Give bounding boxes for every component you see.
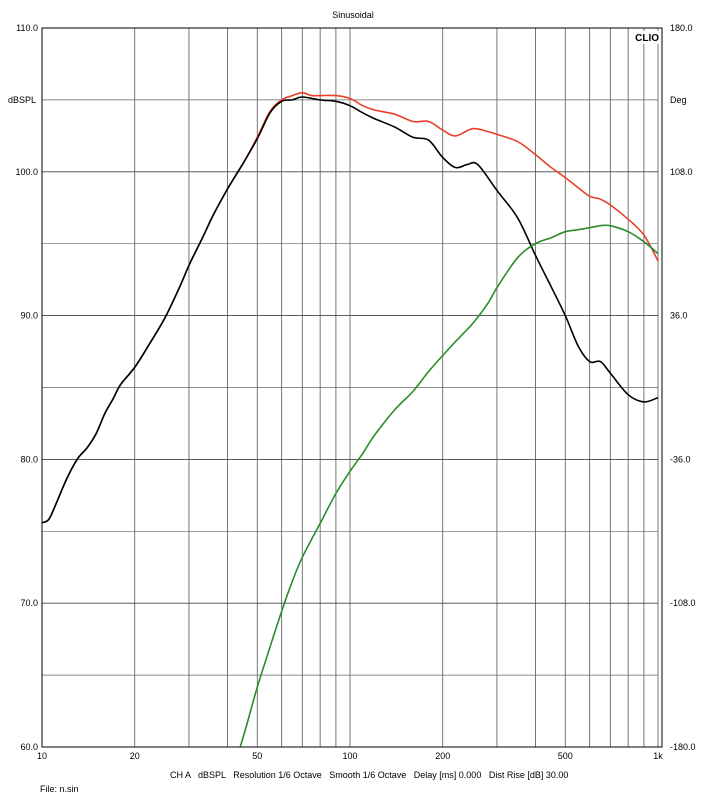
series-line-2 — [41, 96, 659, 524]
y2-tick-label: 180.0 — [670, 23, 693, 33]
file-name: File: n.sin — [40, 784, 79, 794]
clio-logo-box — [630, 31, 660, 44]
y-tick-label: 90.0 — [20, 311, 38, 321]
x-tick-label: 500 — [558, 751, 573, 761]
grid-layer — [41, 27, 659, 748]
series-layer — [41, 91, 659, 748]
clio-logo: CLIO — [635, 33, 659, 44]
x-tick-label: 200 — [435, 751, 450, 761]
series-line-3 — [239, 224, 659, 748]
y2-tick-label: -180.0 — [670, 742, 696, 752]
y-tick-label: 100.0 — [15, 167, 38, 177]
x-tick-label: 20 — [130, 751, 140, 761]
chart-title: Sinusoidal — [332, 10, 374, 20]
x-tick-label: 1k — [653, 751, 663, 761]
x-tick-label: 10 — [37, 751, 47, 761]
y2-axis-unit: Deg — [670, 95, 687, 105]
y2-tick-label: 36.0 — [670, 311, 688, 321]
y-axis-unit: dBSPL — [8, 95, 36, 105]
y2-tick-label: -108.0 — [670, 598, 696, 608]
y2-tick-label: 108.0 — [670, 167, 693, 177]
x-tick-label: 100 — [342, 751, 357, 761]
measurement-settings: CH A dBSPL Resolution 1/6 Octave Smooth … — [170, 770, 569, 780]
y-tick-label: 70.0 — [20, 598, 38, 608]
y-tick-label: 80.0 — [20, 454, 38, 464]
y-tick-label: 60.0 — [20, 742, 38, 752]
x-tick-label: 50 — [252, 751, 262, 761]
y2-tick-label: -36.0 — [670, 454, 691, 464]
axis-labels: 60.0 70.0 80.0 90.0 100.0 110.0 -180.0 -108.0 -3… — [8, 23, 696, 761]
plot-frame — [41, 27, 663, 748]
y-tick-label: 110.0 — [16, 23, 38, 33]
